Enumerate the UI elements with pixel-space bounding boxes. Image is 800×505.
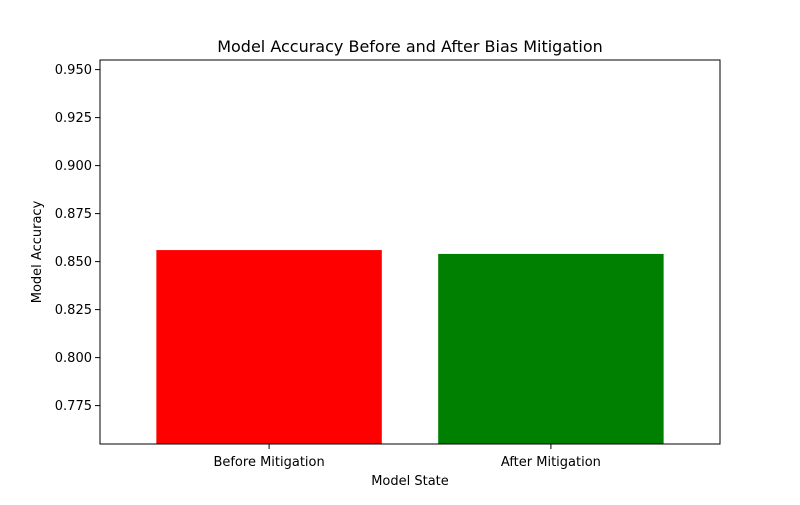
y-tick-label: 0.875 (55, 207, 92, 222)
y-tick-label: 0.900 (55, 159, 92, 174)
y-tick-label: 0.950 (55, 63, 92, 78)
x-axis-label: Model State (371, 474, 449, 489)
plot-frame (99, 59, 721, 445)
y-tick-label: 0.825 (55, 303, 92, 318)
y-tick-label: 0.775 (55, 399, 92, 414)
y-tick-label: 0.925 (55, 111, 92, 126)
x-tick-label: After Mitigation (501, 455, 601, 470)
y-axis-label: Model Accuracy (30, 200, 45, 303)
bar-after-mitigation (438, 253, 664, 444)
bars-layer (156, 250, 664, 444)
bar-before-mitigation (156, 250, 382, 444)
y-tick-label: 0.850 (55, 255, 92, 270)
y-axis: 0.775 0.800 0.825 0.850 0.875 0.900 0.925 0.950 (55, 63, 100, 414)
x-axis: Before Mitigation After Mitigation (213, 444, 601, 470)
y-tick-label: 0.800 (55, 351, 92, 366)
x-tick-label: Before Mitigation (213, 455, 324, 470)
chart-title: Model Accuracy Before and After Bias Mit… (217, 37, 603, 56)
